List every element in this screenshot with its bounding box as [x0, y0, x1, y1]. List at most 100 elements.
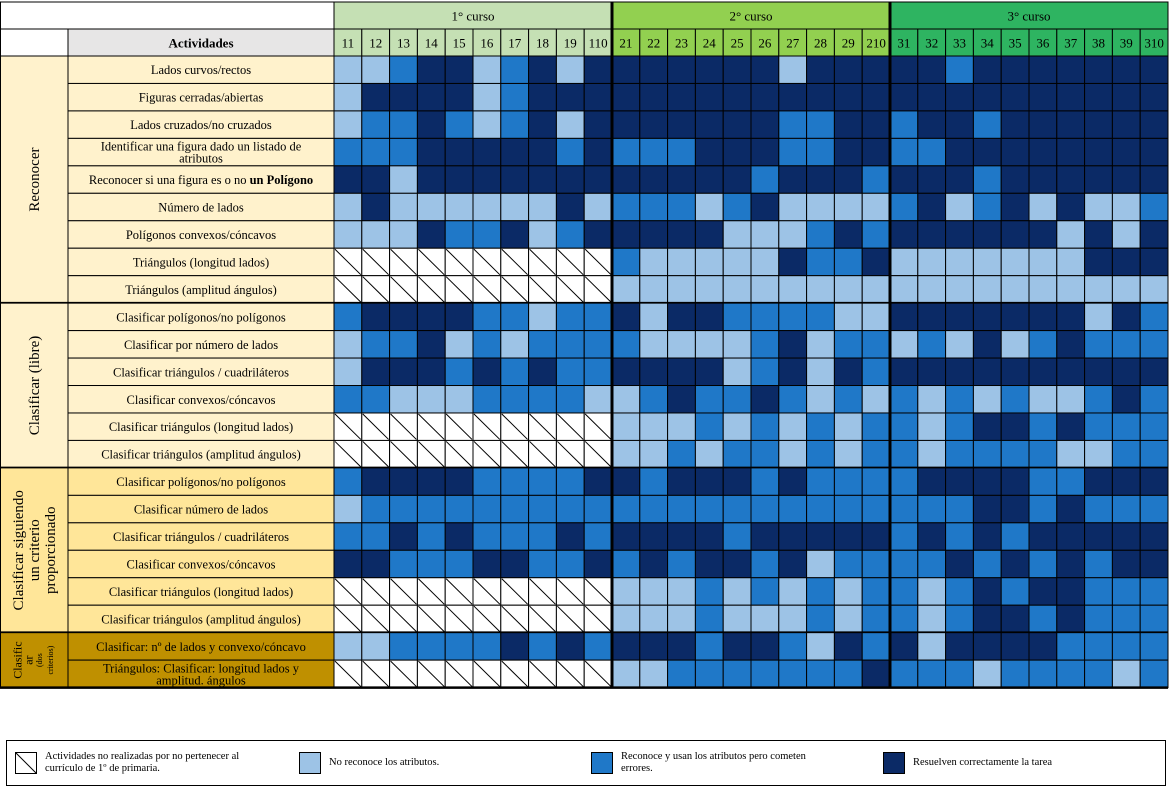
heatmap-cell — [611, 632, 641, 661]
heatmap-cell — [333, 302, 363, 332]
heatmap-cell — [833, 55, 863, 84]
activity-label: Reconocer si una figura es o no un Políg… — [89, 173, 313, 187]
not-done-hatch — [334, 276, 362, 303]
heatmap-cell — [639, 110, 669, 139]
heatmap-cell — [778, 632, 808, 661]
heatmap-cell — [889, 522, 919, 551]
heatmap-cell — [361, 82, 391, 112]
heatmap-cell — [583, 467, 613, 496]
heatmap-cell — [1000, 385, 1030, 414]
heatmap-cell — [833, 330, 863, 359]
heatmap-cell — [528, 220, 557, 249]
heatmap-cell — [416, 165, 446, 194]
heatmap-cell — [555, 82, 585, 112]
heatmap-cell — [639, 165, 669, 194]
student-header-cell — [472, 28, 502, 57]
heatmap-cell — [1084, 330, 1113, 359]
student-label: 110 — [589, 36, 608, 51]
heatmap-cell — [1028, 549, 1058, 579]
heatmap-cell — [333, 494, 363, 524]
not-done-hatch — [334, 660, 362, 687]
heatmap-cell — [416, 522, 446, 551]
heatmap-cell — [694, 494, 724, 524]
heatmap-cell — [1028, 165, 1058, 194]
heatmap-cell — [444, 494, 474, 524]
heatmap-cell — [500, 165, 530, 194]
heatmap-cell — [806, 385, 835, 414]
activity-label: Clasificar triángulos (amplitud ángulos) — [101, 612, 301, 626]
legend: Actividades no realizadas por no pertene… — [6, 740, 1166, 786]
heatmap-cell — [555, 467, 585, 496]
heatmap-cell — [361, 192, 391, 222]
heatmap-cell — [1000, 522, 1030, 551]
not-done-hatch — [584, 276, 612, 303]
heatmap-cell — [889, 632, 919, 661]
heatmap-cell — [361, 165, 391, 194]
heatmap-cell — [917, 494, 947, 524]
student-label: 11 — [342, 36, 355, 51]
activity-label: Clasificar convexos/cóncavos — [127, 558, 276, 572]
heatmap-cell — [778, 165, 808, 194]
heatmap-cell — [1084, 357, 1113, 387]
heatmap-cell — [750, 192, 780, 222]
student-label: 33 — [953, 36, 966, 51]
category-cell — [0, 302, 69, 469]
heatmap-cell — [1084, 220, 1113, 249]
heatmap-cell — [917, 247, 947, 277]
not-done-hatch — [362, 605, 389, 633]
heatmap-cell — [444, 330, 474, 359]
heatmap-chart: Actividades 1° curso 11 12 13 14 15 16 17 18 19 110… — [0, 1, 1169, 689]
heatmap-cell — [972, 577, 1002, 606]
heatmap-cell — [833, 220, 863, 249]
heatmap-cell — [528, 192, 557, 222]
heatmap-cell — [806, 275, 835, 304]
legend-text-line: No reconoce los atributos. — [329, 757, 440, 768]
heatmap-cell — [528, 467, 557, 496]
heatmap-cell — [722, 604, 752, 634]
activity-name-cell — [67, 55, 335, 84]
heatmap-cell — [472, 385, 502, 414]
category-label-line: Clasificar siguiendo — [11, 490, 27, 610]
heatmap-cell — [333, 165, 363, 194]
student-label: 28 — [814, 36, 827, 51]
heatmap-cell — [639, 192, 669, 222]
heatmap-cell — [1000, 220, 1030, 249]
heatmap-cell — [806, 220, 835, 249]
heatmap-cell — [1056, 577, 1086, 606]
heatmap-cell — [722, 220, 752, 249]
heatmap-cell — [1111, 275, 1141, 304]
heatmap-cell — [1000, 659, 1030, 689]
heatmap-cell — [861, 522, 891, 551]
heatmap-cell — [667, 522, 696, 551]
heatmap-cell — [972, 82, 1002, 112]
student-header-cell — [694, 28, 724, 57]
heatmap-cell — [945, 165, 974, 194]
heatmap-cell — [361, 330, 391, 359]
activity-name-cell — [67, 412, 335, 441]
heatmap-cell — [639, 494, 669, 524]
heatmap-cell — [778, 220, 808, 249]
heatmap-cell — [1139, 192, 1169, 222]
heatmap-cell — [444, 82, 474, 112]
heatmap-cell — [389, 385, 418, 414]
not-done-hatch — [445, 605, 473, 633]
heatmap-cell — [833, 302, 863, 332]
heatmap-cell — [611, 247, 641, 277]
grid-border — [0, 1, 1169, 689]
heatmap-cell — [861, 604, 891, 634]
activity-label: Clasificar convexos/cóncavos — [127, 393, 276, 407]
heatmap-cell — [750, 522, 780, 551]
heatmap-cell — [583, 165, 613, 194]
heatmap-cell — [667, 192, 696, 222]
heatmap-cell — [972, 632, 1002, 661]
heatmap-cell — [500, 632, 530, 661]
heatmap-cell — [528, 330, 557, 359]
heatmap-cell — [1139, 110, 1169, 139]
heatmap-cell — [500, 302, 530, 332]
activity-label: Número de lados — [158, 201, 244, 215]
heatmap-cell — [667, 467, 696, 496]
heatmap-cell — [972, 55, 1002, 84]
category-label-line: Clasificar (libre) — [27, 336, 43, 436]
heatmap-cell — [945, 385, 974, 414]
heatmap-cell — [945, 192, 974, 222]
